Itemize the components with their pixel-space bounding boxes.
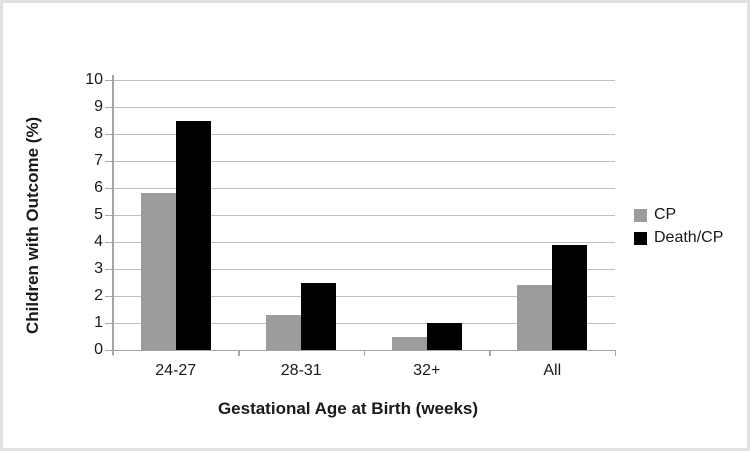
bar-death-cp-32- bbox=[426, 323, 462, 350]
y-tick-label: 10 bbox=[85, 71, 103, 88]
x-axis-title: Gestational Age at Birth (weeks) bbox=[217, 399, 479, 418]
y-tick-label: 1 bbox=[94, 314, 103, 331]
bar-cp-28-31 bbox=[266, 314, 302, 350]
legend: CP Death/CP bbox=[634, 206, 723, 247]
x-axis-tick bbox=[363, 350, 365, 356]
legend-label: CP bbox=[654, 206, 677, 223]
y-axis-tick bbox=[105, 322, 113, 324]
bar-cp-24-27 bbox=[140, 193, 176, 350]
y-tick-label: 2 bbox=[94, 287, 103, 304]
bar-cp-all bbox=[517, 285, 553, 350]
y-axis-tick bbox=[105, 106, 113, 108]
gridline bbox=[113, 322, 615, 324]
y-axis-tick bbox=[105, 349, 113, 351]
legend-item-death-cp: Death/CP bbox=[634, 229, 723, 247]
y-axis-tick bbox=[105, 295, 113, 297]
y-axis-tick bbox=[105, 241, 113, 243]
gridline bbox=[113, 241, 615, 243]
legend-swatch-icon bbox=[634, 208, 647, 222]
x-category-label: All bbox=[543, 362, 562, 379]
bar-death-cp-24-27 bbox=[175, 120, 211, 350]
y-tick-label: 6 bbox=[94, 179, 103, 196]
x-axis-tick bbox=[489, 350, 491, 356]
bar-cp-32- bbox=[391, 336, 427, 350]
legend-label: Death/CP bbox=[654, 229, 724, 246]
gridline bbox=[113, 106, 615, 108]
legend-swatch-icon bbox=[634, 231, 647, 245]
gridline bbox=[113, 79, 615, 81]
y-axis-tick bbox=[105, 268, 113, 270]
x-axis-tick bbox=[238, 350, 240, 356]
y-axis-tick bbox=[105, 79, 113, 81]
gridline bbox=[113, 214, 615, 216]
gridline bbox=[113, 187, 615, 189]
y-axis-tick bbox=[105, 187, 113, 189]
bar-death-cp-all bbox=[552, 244, 588, 350]
y-tick-label: 5 bbox=[94, 206, 103, 223]
gridline bbox=[113, 295, 615, 297]
y-tick-label: 3 bbox=[94, 260, 103, 277]
plot-area: 0 1 2 3 4 5 6 7 8 9 10 24-27 28-31 32+ All bbox=[85, 71, 616, 379]
x-axis-tick bbox=[614, 350, 616, 356]
y-axis-tick bbox=[105, 214, 113, 216]
x-category-label: 28-31 bbox=[280, 362, 322, 379]
legend-item-cp: CP bbox=[634, 206, 723, 224]
y-axis-tick bbox=[105, 133, 113, 135]
y-tick-label: 0 bbox=[94, 341, 103, 358]
y-axis-line bbox=[112, 75, 114, 355]
y-axis-title: Children with Outcome (%) bbox=[23, 116, 42, 334]
y-tick-label: 4 bbox=[94, 233, 103, 250]
y-tick-label: 9 bbox=[94, 98, 103, 115]
gridline bbox=[113, 160, 615, 162]
y-tick-label: 8 bbox=[94, 125, 103, 142]
y-tick-label: 7 bbox=[94, 152, 103, 169]
gridline bbox=[113, 133, 615, 135]
bar-death-cp-28-31 bbox=[301, 282, 337, 350]
y-axis-tick bbox=[105, 160, 113, 162]
x-axis-tick bbox=[112, 350, 114, 356]
x-category-label: 32+ bbox=[413, 362, 441, 379]
gridline bbox=[113, 268, 615, 270]
x-category-label: 24-27 bbox=[155, 362, 197, 379]
